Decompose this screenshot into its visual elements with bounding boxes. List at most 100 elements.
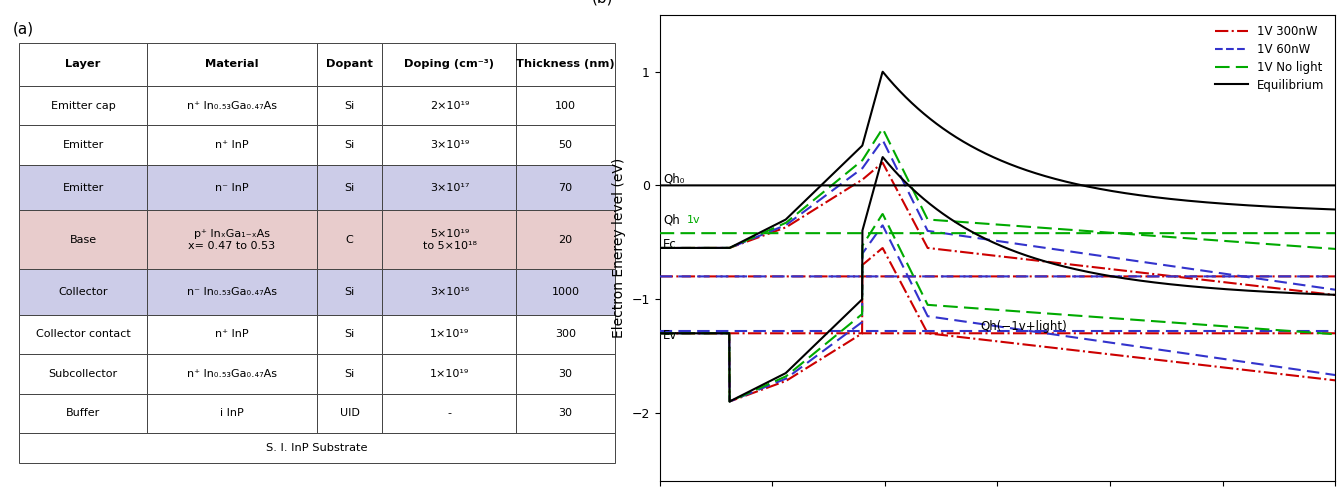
Bar	[317, 86, 382, 126]
Text: Doping (cm⁻³): Doping (cm⁻³)	[404, 59, 494, 69]
Bar	[382, 126, 517, 165]
Text: Qh(−1v+light): Qh(−1v+light)	[981, 320, 1067, 333]
Text: 5×10¹⁹
to 5×10¹⁸: 5×10¹⁹ to 5×10¹⁸	[423, 229, 476, 251]
Bar	[382, 210, 517, 270]
Bar	[382, 165, 517, 210]
Bar	[19, 165, 148, 210]
Text: Eᴄ: Eᴄ	[663, 238, 676, 251]
Bar	[382, 394, 517, 433]
Bar	[517, 43, 615, 86]
Text: Si: Si	[345, 369, 354, 379]
Text: n⁺ InP: n⁺ InP	[215, 140, 248, 150]
Text: Si: Si	[345, 329, 354, 339]
Text: Emitter: Emitter	[63, 183, 103, 192]
Text: Emitter: Emitter	[63, 140, 103, 150]
Bar	[382, 43, 517, 86]
Text: Subcollector: Subcollector	[48, 369, 118, 379]
Bar	[317, 354, 382, 394]
Text: n⁺ In₀.₅₃Ga₀.₄₇As: n⁺ In₀.₅₃Ga₀.₄₇As	[187, 369, 276, 379]
Bar	[317, 165, 382, 210]
Bar	[317, 43, 382, 86]
Text: Si: Si	[345, 183, 354, 192]
Text: Base: Base	[70, 235, 97, 245]
Bar	[517, 270, 615, 315]
Text: Layer: Layer	[66, 59, 101, 69]
Bar	[517, 126, 615, 165]
Text: Thickness (nm): Thickness (nm)	[517, 59, 615, 69]
Bar	[517, 315, 615, 354]
Text: 30: 30	[558, 369, 573, 379]
Bar	[317, 315, 382, 354]
Text: 1×10¹⁹: 1×10¹⁹	[429, 369, 470, 379]
Text: 30: 30	[558, 408, 573, 418]
Bar	[19, 126, 148, 165]
Text: n⁻ In₀.₅₃Ga₀.₄₇As: n⁻ In₀.₅₃Ga₀.₄₇As	[187, 287, 276, 297]
Bar	[19, 394, 148, 433]
Bar	[148, 210, 317, 270]
Text: 20: 20	[558, 235, 573, 245]
Text: n⁻ InP: n⁻ InP	[215, 183, 248, 192]
Text: Emitter cap: Emitter cap	[51, 101, 115, 111]
Text: 3×10¹⁶: 3×10¹⁶	[429, 287, 470, 297]
Text: 70: 70	[558, 183, 573, 192]
Text: 3×10¹⁹: 3×10¹⁹	[429, 140, 470, 150]
Text: 1v: 1v	[687, 215, 701, 224]
Text: i InP: i InP	[220, 408, 244, 418]
Bar	[148, 270, 317, 315]
Bar	[517, 210, 615, 270]
Bar	[517, 394, 615, 433]
Text: -: -	[447, 408, 451, 418]
Text: 3×10¹⁷: 3×10¹⁷	[429, 183, 470, 192]
Legend: 1V 300nW, 1V 60nW, 1V No light, Equilibrium: 1V 300nW, 1V 60nW, 1V No light, Equilibr…	[1210, 21, 1330, 96]
Text: Collector: Collector	[58, 287, 107, 297]
Bar	[19, 433, 615, 463]
Bar	[148, 165, 317, 210]
Text: (b): (b)	[592, 0, 613, 5]
Text: Si: Si	[345, 101, 354, 111]
Text: n⁺ InP: n⁺ InP	[215, 329, 248, 339]
Bar	[148, 43, 317, 86]
Bar	[382, 315, 517, 354]
Text: p⁺ InₓGa₁₋ₓAs
x= 0.47 to 0.53: p⁺ InₓGa₁₋ₓAs x= 0.47 to 0.53	[188, 229, 275, 251]
Text: Dopant: Dopant	[326, 59, 373, 69]
Y-axis label: Electron Enerey level (eV): Electron Enerey level (eV)	[612, 158, 625, 338]
Text: Si: Si	[345, 140, 354, 150]
Bar	[19, 315, 148, 354]
Text: 300: 300	[556, 329, 576, 339]
Bar	[19, 270, 148, 315]
Text: Qh₀: Qh₀	[663, 172, 684, 185]
Bar	[517, 165, 615, 210]
Bar	[148, 394, 317, 433]
Text: 1×10¹⁹: 1×10¹⁹	[429, 329, 470, 339]
Bar	[382, 86, 517, 126]
Bar	[19, 86, 148, 126]
Text: Eᴠ: Eᴠ	[663, 329, 678, 342]
Bar	[19, 354, 148, 394]
Text: C: C	[346, 235, 353, 245]
Bar	[19, 43, 148, 86]
Bar	[148, 126, 317, 165]
Text: Qh: Qh	[663, 213, 680, 226]
Text: 50: 50	[558, 140, 573, 150]
Bar	[317, 126, 382, 165]
Text: Buffer: Buffer	[66, 408, 101, 418]
Bar	[382, 354, 517, 394]
Text: 100: 100	[556, 101, 576, 111]
Bar	[517, 354, 615, 394]
Text: Collector contact: Collector contact	[36, 329, 130, 339]
Bar	[148, 315, 317, 354]
Text: 2×10¹⁹: 2×10¹⁹	[429, 101, 470, 111]
Text: (a): (a)	[13, 22, 34, 37]
Bar	[317, 270, 382, 315]
Bar	[317, 394, 382, 433]
Text: Material: Material	[205, 59, 259, 69]
Bar	[317, 210, 382, 270]
Bar	[148, 86, 317, 126]
Text: Si: Si	[345, 287, 354, 297]
Bar	[517, 86, 615, 126]
Bar	[382, 270, 517, 315]
Bar	[148, 354, 317, 394]
Text: UID: UID	[340, 408, 360, 418]
Text: 1000: 1000	[552, 287, 580, 297]
Text: n⁺ In₀.₅₃Ga₀.₄₇As: n⁺ In₀.₅₃Ga₀.₄₇As	[187, 101, 276, 111]
